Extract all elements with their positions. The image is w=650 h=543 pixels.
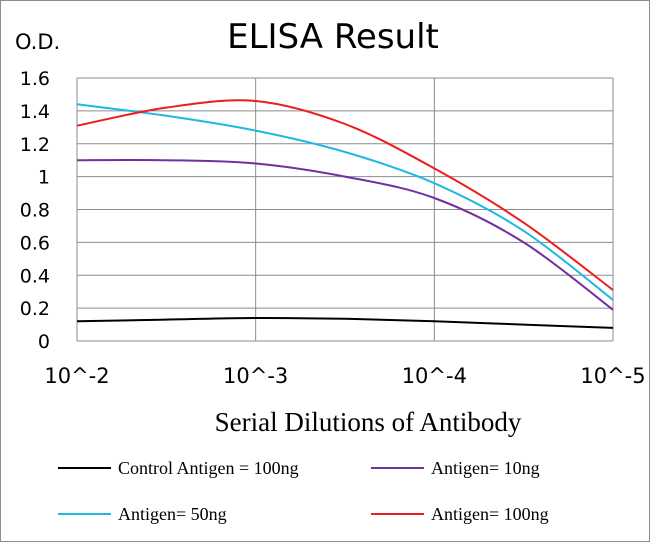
series-line-1 <box>76 158 614 311</box>
legend-label: Control Antigen = 100ng <box>118 458 299 478</box>
y-tick-labels: 0 0.2 0.4 0.6 0.8 1 1.2 1.4 1.6 <box>20 68 50 353</box>
legend-label: Antigen= 100ng <box>431 504 549 524</box>
y-tick-label: 0.2 <box>20 298 50 320</box>
y-tick-label: 0.4 <box>20 265 50 287</box>
x-tick-label: 10^-5 <box>580 364 645 388</box>
x-tick-label: 10^-3 <box>223 364 288 388</box>
y-tick-label: 1 <box>38 167 50 189</box>
y-tick-label: 1.2 <box>20 134 50 156</box>
gridlines <box>76 77 614 342</box>
y-axis-label: O.D. <box>15 30 60 54</box>
y-tick-label: 0.8 <box>20 200 50 222</box>
x-tick-label: 10^-2 <box>44 364 109 388</box>
y-tick-label: 0 <box>38 331 50 353</box>
series-lines <box>76 99 614 329</box>
legend-label: Antigen= 10ng <box>431 458 540 478</box>
legend-label: Antigen= 50ng <box>118 504 227 524</box>
series-line-3 <box>76 99 614 291</box>
y-tick-label: 1.6 <box>20 68 50 90</box>
chart-title: ELISA Result <box>227 17 439 57</box>
x-tick-labels: 10^-2 10^-3 10^-4 10^-5 <box>44 364 645 388</box>
legend: Control Antigen = 100ng Antigen= 10ng Anti… <box>58 458 549 524</box>
series-line-2 <box>76 103 614 301</box>
y-tick-label: 1.4 <box>20 101 50 123</box>
series-line-0 <box>76 316 614 329</box>
x-axis-label: Serial Dilutions of Antibody <box>215 407 522 437</box>
y-tick-label: 0.6 <box>20 232 50 254</box>
x-tick-label: 10^-4 <box>402 364 467 388</box>
